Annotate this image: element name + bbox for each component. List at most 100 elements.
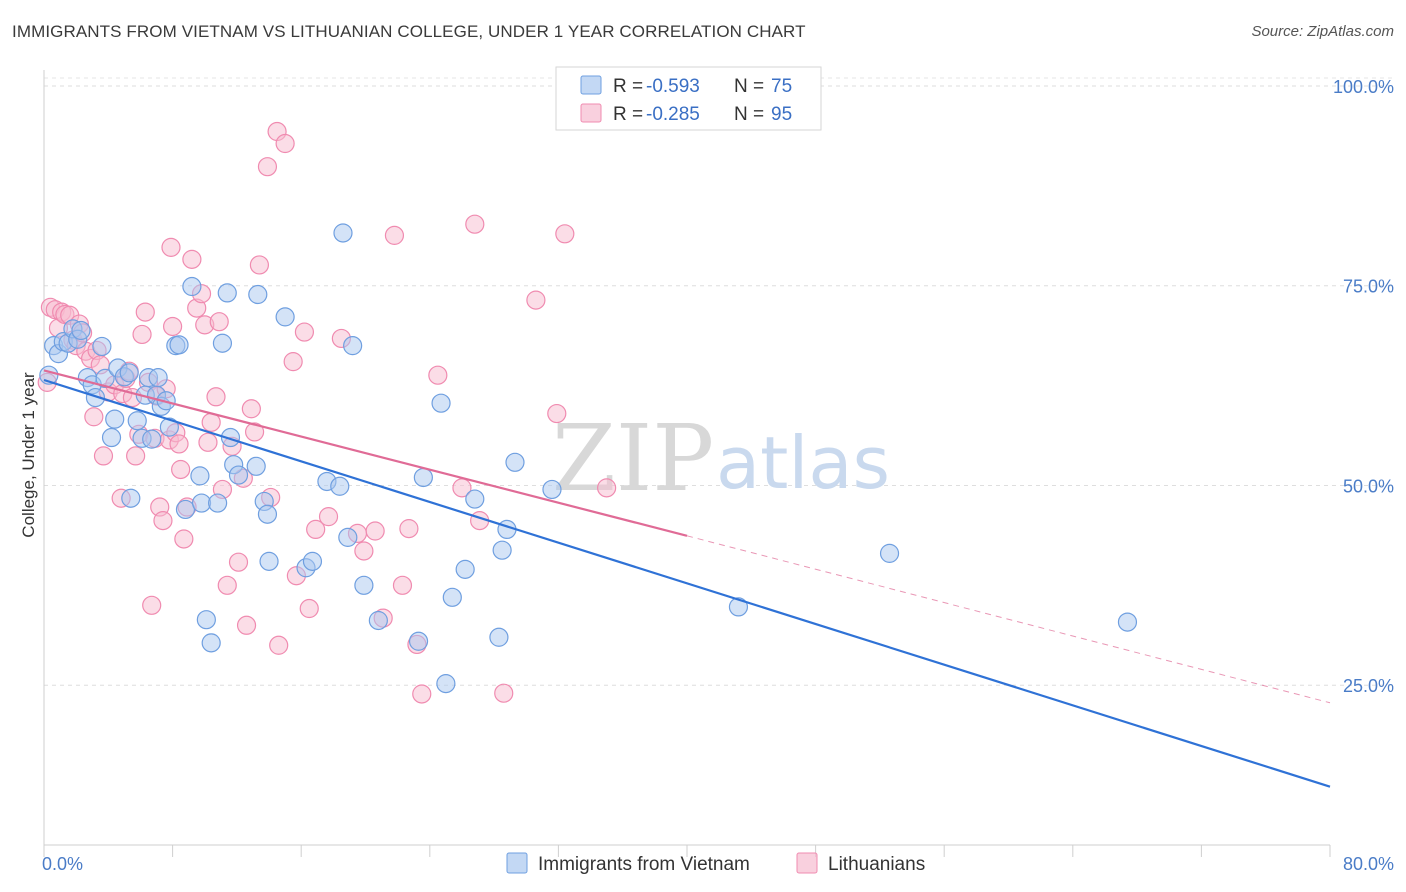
point-vietnam: [190, 466, 210, 486]
point-vietnam: [542, 479, 562, 500]
x-tick-label-min: 0.0%: [42, 854, 83, 874]
point-vietnam: [101, 427, 122, 448]
legend-n-label-vietnam: N =: [734, 76, 764, 97]
point-vietnam: [142, 429, 162, 449]
point-vietnam: [333, 223, 353, 243]
point-lithuanians: [209, 312, 229, 332]
point-lithuanians: [294, 322, 315, 342]
point-lithuanians: [318, 507, 339, 527]
point-vietnam: [182, 276, 202, 297]
point-lithuanians: [283, 352, 303, 372]
y-tick-label: 100.0%: [1333, 77, 1394, 97]
point-lithuanians: [269, 635, 289, 655]
point-lithuanians: [547, 403, 567, 424]
point-vietnam: [127, 411, 147, 431]
point-lithuanians: [494, 683, 514, 703]
point-vietnam: [159, 417, 179, 437]
axes: [43, 70, 1331, 857]
point-lithuanians: [526, 290, 546, 310]
trend-line-vietnam: [43, 378, 1331, 788]
point-lithuanians: [365, 521, 385, 541]
point-vietnam: [95, 368, 115, 389]
point-vietnam: [408, 631, 429, 651]
watermark-atlas: atlas: [716, 421, 890, 505]
bottom-legend-swatch-lithuanians: [796, 852, 818, 874]
point-vietnam: [368, 610, 388, 631]
point-lithuanians: [206, 387, 226, 407]
point-vietnam: [92, 336, 112, 357]
point-vietnam: [71, 320, 91, 341]
point-lithuanians: [392, 575, 413, 595]
point-vietnam: [169, 335, 189, 355]
point-lithuanians: [241, 399, 261, 419]
chart-source: Source: ZipAtlas.com: [1251, 23, 1394, 40]
point-vietnam: [217, 283, 237, 303]
point-lithuanians: [236, 615, 257, 635]
series-lithuanians-points: [37, 121, 617, 704]
watermark-zip: ZIP: [552, 405, 714, 512]
point-lithuanians: [249, 255, 270, 275]
point-lithuanians: [171, 459, 191, 480]
point-lithuanians: [135, 302, 155, 322]
point-vietnam: [148, 368, 168, 388]
point-lithuanians: [555, 224, 575, 244]
point-vietnam: [302, 551, 323, 571]
point-lithuanians: [384, 225, 405, 245]
point-lithuanians: [465, 214, 485, 234]
point-vietnam: [330, 476, 350, 496]
legend-r-label-vietnam: R =: [613, 76, 643, 97]
point-vietnam: [879, 543, 900, 563]
y-tick-label: 50.0%: [1343, 476, 1394, 496]
point-lithuanians: [412, 684, 432, 704]
bottom-legend-label-lithuanians: Lithuanians: [828, 854, 925, 875]
point-vietnam: [343, 336, 363, 356]
point-lithuanians: [354, 541, 374, 561]
point-vietnam: [431, 393, 451, 413]
chart-title: IMMIGRANTS FROM VIETNAM VS LITHUANIAN CO…: [12, 22, 806, 41]
point-lithuanians: [597, 478, 617, 498]
point-vietnam: [208, 493, 228, 513]
legend-r-value-vietnam: -0.593: [646, 76, 700, 97]
point-lithuanians: [198, 432, 218, 452]
y-axis-label: College, Under 1 year: [19, 372, 38, 538]
point-vietnam: [105, 409, 125, 429]
point-lithuanians: [174, 529, 194, 549]
point-vietnam: [85, 387, 106, 408]
point-vietnam: [1117, 612, 1138, 632]
point-lithuanians: [244, 422, 265, 442]
point-lithuanians: [257, 157, 278, 177]
point-lithuanians: [428, 365, 448, 385]
point-vietnam: [257, 504, 278, 524]
point-vietnam: [442, 587, 462, 607]
point-lithuanians: [182, 249, 202, 269]
y-tick-label: 25.0%: [1343, 676, 1394, 696]
point-lithuanians: [399, 519, 419, 539]
trend-line-lithuanians-extension: [686, 535, 1331, 704]
point-vietnam: [259, 551, 279, 571]
point-vietnam: [728, 597, 749, 617]
legend-n-value-vietnam: 75: [771, 76, 792, 97]
bottom-legend: Immigrants from Vietnam Lithuanians: [506, 852, 925, 875]
point-lithuanians: [84, 407, 104, 427]
point-lithuanians: [217, 575, 237, 595]
point-lithuanians: [163, 316, 183, 337]
point-lithuanians: [228, 552, 249, 572]
point-lithuanians: [142, 595, 162, 615]
point-vietnam: [212, 333, 233, 353]
x-tick-labels: 0.0% 80.0%: [42, 854, 1394, 874]
point-lithuanians: [153, 511, 173, 531]
point-lithuanians: [126, 446, 146, 466]
point-vietnam: [455, 559, 475, 579]
legend-n-value-lithuanians: 95: [771, 104, 792, 125]
point-vietnam: [436, 674, 456, 694]
stats-legend: R = -0.593 N = 75 R = -0.285 N = 95: [555, 66, 822, 131]
legend-r-label-lithuanians: R =: [613, 104, 643, 125]
legend-r-value-lithuanians: -0.285: [646, 104, 700, 125]
point-vietnam: [505, 452, 525, 472]
point-lithuanians: [299, 598, 319, 619]
trend-lines: [43, 369, 1331, 788]
legend-swatch-vietnam: [580, 75, 602, 95]
point-lithuanians: [132, 324, 152, 345]
point-lithuanians: [169, 434, 189, 454]
